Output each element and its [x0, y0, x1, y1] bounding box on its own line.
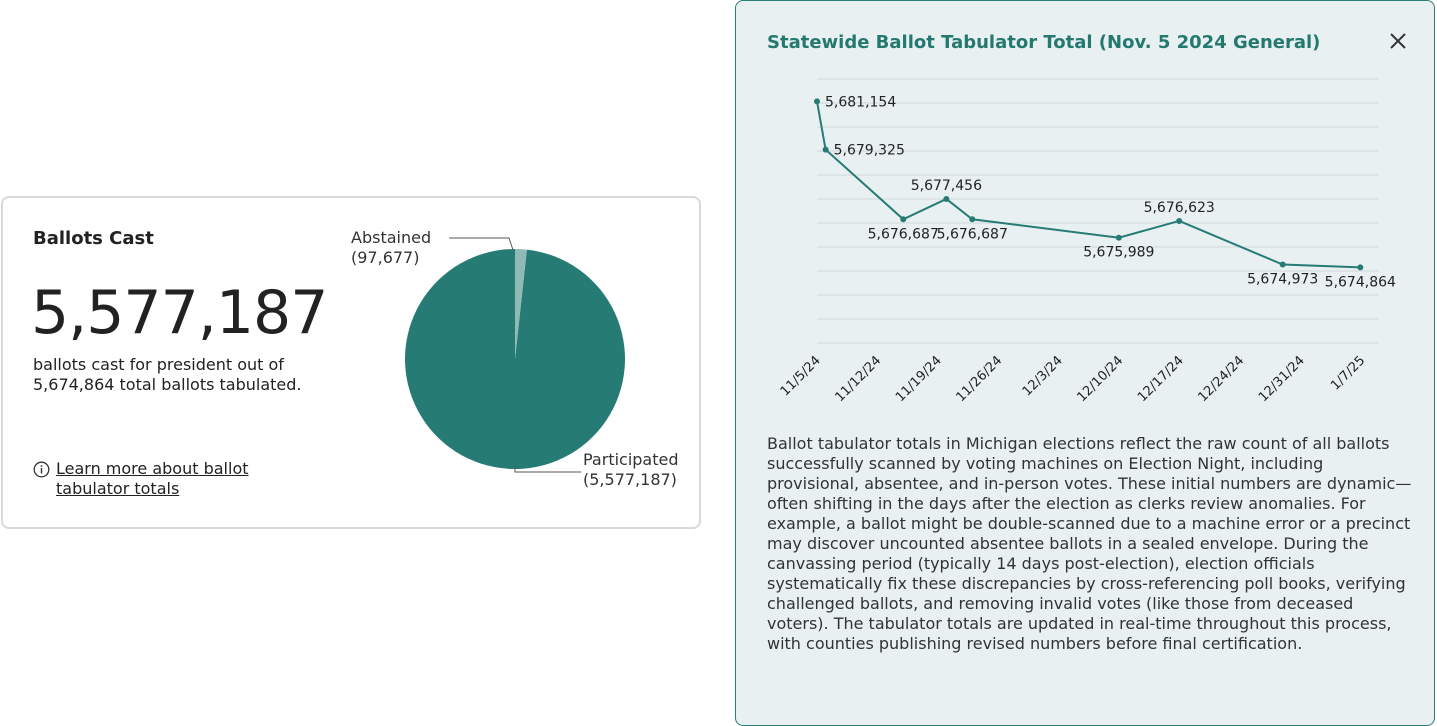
- ballots-cast-number: 5,577,187: [31, 278, 328, 348]
- data-point: [822, 146, 829, 153]
- x-tick-label: 12/10/24: [1074, 353, 1126, 405]
- x-tick-label: 11/12/24: [832, 353, 884, 405]
- data-label: 5,681,154: [825, 94, 896, 110]
- participated-label-name: Participated: [583, 450, 679, 469]
- data-point: [900, 216, 907, 223]
- data-label: 5,674,973: [1247, 272, 1318, 288]
- data-label: 5,676,687: [868, 226, 939, 242]
- data-label: 5,679,325: [834, 143, 905, 159]
- learn-more: Learn more about ballot tabulator totals: [33, 459, 323, 499]
- series-line: [816, 101, 1361, 269]
- data-label: 5,674,864: [1325, 274, 1396, 290]
- ballots-cast-description: ballots cast for president out of 5,674,…: [33, 355, 302, 394]
- panel-title: Statewide Ballot Tabulator Total (Nov. 5…: [767, 32, 1321, 53]
- participated-label-value: (5,577,187): [583, 470, 677, 489]
- learn-more-link[interactable]: Learn more about ballot tabulator totals: [56, 459, 249, 498]
- participated-leader-line: [514, 466, 581, 473]
- data-label: 5,677,456: [911, 178, 982, 194]
- data-point: [1115, 234, 1122, 241]
- data-point: [1279, 261, 1286, 268]
- tabulator-panel: Statewide Ballot Tabulator Total (Nov. 5…: [735, 0, 1435, 726]
- abstained-leader-line: [449, 237, 514, 251]
- data-label: 5,676,623: [1144, 200, 1215, 216]
- data-label: 5,676,687: [937, 226, 1008, 242]
- pie-svg: [405, 237, 625, 473]
- panel-description: Ballot tabulator totals in Michigan elec…: [767, 434, 1412, 653]
- ballots-cast-card: Ballots Cast 5,577,187 ballots cast for …: [1, 196, 701, 529]
- participated-label: Participated (5,577,187): [583, 450, 679, 490]
- data-point: [1176, 217, 1183, 224]
- card-title: Ballots Cast: [33, 228, 154, 249]
- x-tick-label: 1/7/25: [1328, 353, 1368, 393]
- x-tick-label: 11/5/24: [778, 353, 824, 399]
- tabulator-line-chart: 5,681,154 5,679,325 5,676,687 5,677,456 5,67…: [778, 78, 1396, 405]
- abstained-label-value: (97,677): [351, 248, 420, 267]
- pie-slice-abstained: [515, 249, 527, 359]
- data-point: [1357, 264, 1364, 271]
- x-tick-label: 11/26/24: [953, 353, 1005, 405]
- data-point: [943, 195, 950, 202]
- data-label: 5,675,989: [1083, 245, 1154, 261]
- x-tick-label: 12/17/24: [1135, 353, 1187, 405]
- close-icon[interactable]: [1386, 29, 1410, 53]
- data-point: [814, 98, 820, 105]
- x-tick-label: 11/19/24: [893, 353, 945, 405]
- abstained-label: Abstained (97,677): [351, 228, 431, 268]
- x-tick-label: 12/3/24: [1020, 353, 1066, 399]
- data-point: [969, 216, 976, 223]
- info-icon: [33, 461, 50, 478]
- ballots-pie-chart: Abstained (97,677) Participated (5,577,1…: [343, 226, 703, 506]
- abstained-label-name: Abstained: [351, 228, 432, 247]
- x-tick-label: 12/24/24: [1195, 353, 1247, 405]
- x-tick-label: 12/31/24: [1256, 353, 1308, 405]
